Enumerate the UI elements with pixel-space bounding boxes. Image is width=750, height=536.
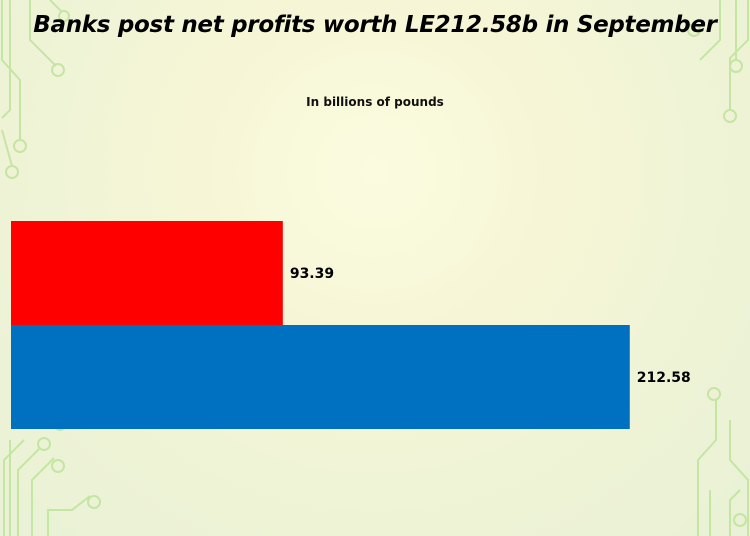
bar-1: [11, 221, 283, 325]
bar-1-value-label: 93.39: [290, 266, 334, 282]
chart-subtitle: In billions of pounds: [306, 95, 444, 109]
bar-2: [11, 325, 630, 429]
chart-title: Banks post net profits worth LE212.58b i…: [33, 12, 717, 38]
bar-2-value-label: 212.58: [637, 370, 691, 386]
